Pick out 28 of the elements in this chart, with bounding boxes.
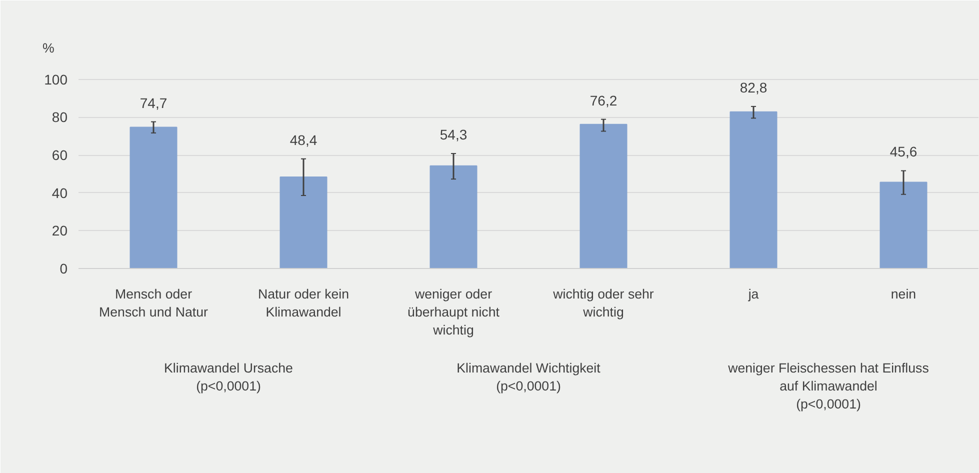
x-tick-label: Mensch oder Mensch und Natur [99,286,209,320]
x-tick-label: nein [890,286,916,302]
bar [280,176,328,268]
x-tick-label: ja [747,286,760,302]
y-tick-label: 20 [52,222,68,239]
data-label: 45,6 [890,144,918,160]
y-tick-label: 40 [52,184,68,201]
x-tick-label: wichtig oder sehr wichtig [552,286,654,320]
bar [730,111,778,268]
bar [580,124,628,268]
x-tick-label: weniger oder überhaupt nicht wichtig [408,286,500,338]
bar [430,165,478,268]
y-tick-label: 100 [44,71,68,88]
data-label: 54,3 [440,126,468,143]
x-tick-label: Natur oder kein Klimawandel [258,286,350,320]
data-label: 82,8 [740,79,768,96]
data-label: 76,2 [590,92,618,108]
data-label: 74,7 [140,94,168,111]
text: Klimawandel Ursache (p<0,0001) [164,360,293,394]
y-tick-label: 80 [52,109,68,126]
y-tick-label: 0 [60,260,68,276]
bar [880,182,928,268]
bar [130,126,178,268]
text: Klimawandel Wichtigkeit (p<0,0001) [456,360,601,394]
y-tick-label: 60 [52,147,68,164]
data-label: 48,4 [290,132,318,148]
text: weniger Fleischessen hat Einfluss auf Klimawandel (p<0,0001) [727,360,930,412]
y-axis-title: % [42,40,54,56]
